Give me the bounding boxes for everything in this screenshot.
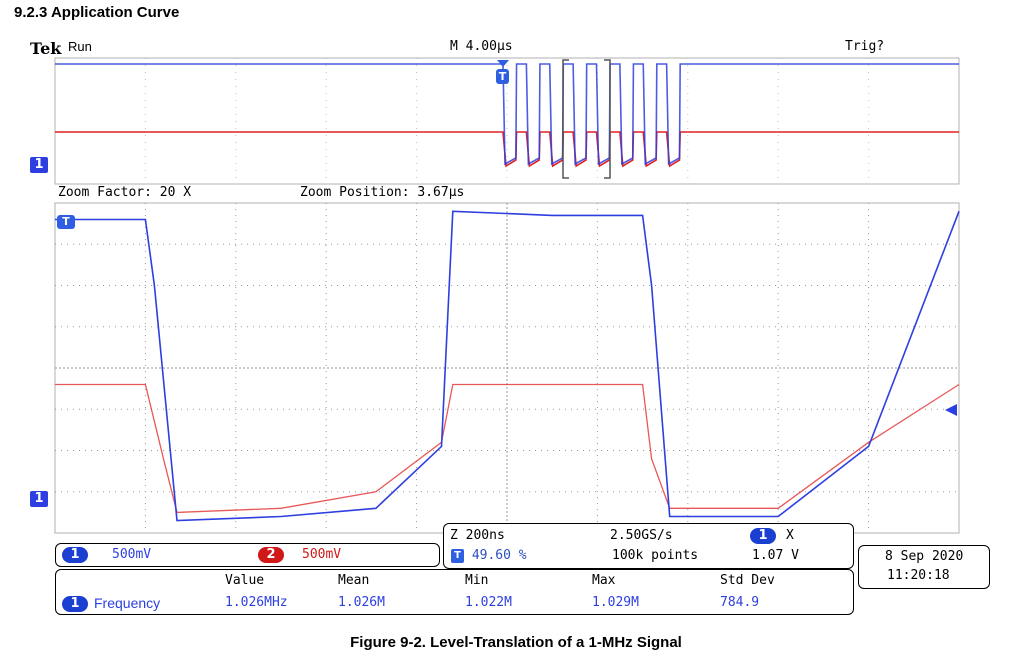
zoom-position: Zoom Position: 3.67µs [300, 185, 465, 200]
channel-scale-panel [55, 543, 440, 567]
meas-max: 1.029M [592, 595, 639, 610]
trigger-position: T 49.60 % [451, 548, 527, 563]
trigger-position-value: 49.60 % [471, 548, 527, 563]
overview-ch1-marker: 1 [30, 156, 48, 174]
meas-header-stddev: Std Dev [720, 573, 775, 588]
meas-header-min: Min [465, 573, 489, 588]
ch2-scale: 500mV [302, 547, 342, 562]
zoom-bracket-left [562, 59, 569, 179]
date-label: 8 Sep 2020 [885, 549, 964, 564]
overview-trigger-arrow [497, 60, 509, 67]
ch2-trace [55, 383, 960, 514]
meas-mean: 1.026M [338, 595, 385, 610]
zoom-factor: Zoom Factor: 20 X [58, 185, 192, 200]
ch2-badge: 2 [258, 546, 284, 564]
trig-level: 1.07 V [752, 548, 799, 563]
sample-rate: 2.50GS/s [610, 528, 673, 543]
acquisition-panel [443, 523, 854, 569]
zoom-time: Z 200ns [450, 528, 505, 543]
time-label: 11:20:18 [887, 568, 950, 583]
record-length: 100k points [612, 548, 699, 563]
zoom-trigger-marker: T [57, 213, 75, 231]
zoom-bracket-right [604, 59, 611, 179]
meas-stddev: 784.9 [720, 595, 760, 610]
zoom-waveform-plot [54, 202, 960, 534]
trigger-position-marker: T [496, 68, 509, 86]
overview-waveform [54, 57, 960, 185]
measurement-panel [55, 569, 854, 615]
ch1-scale: 500mV [112, 547, 152, 562]
meas-value: 1.026MHz [225, 595, 288, 610]
meas-min: 1.022M [465, 595, 512, 610]
overview-ch1-trace [55, 63, 959, 166]
trig-slope: X [786, 528, 794, 543]
meas-header-max: Max [592, 573, 616, 588]
tek-logo: Tek [30, 39, 62, 58]
figure-caption: Figure 9-2. Level-Translation of a 1-MHz… [350, 634, 682, 651]
section-title: 9.2.3 Application Curve [14, 4, 180, 21]
ch1-badge: 1 [62, 546, 88, 564]
meas-header-mean: Mean [338, 573, 370, 588]
meas-header-value: Value [225, 573, 265, 588]
datetime-panel [858, 545, 990, 589]
run-state: Run [68, 39, 92, 54]
trigger-status: Trig? [845, 39, 885, 54]
trig-source-badge: 1 [750, 527, 776, 545]
meas-name: Frequency [94, 595, 161, 611]
zoom-ch1-marker: 1 [30, 490, 48, 508]
meas-source-badge: 1 [62, 595, 88, 613]
ch2-level-arrow [945, 404, 957, 416]
timebase-label: M 4.00µs [450, 39, 513, 54]
ch1-trace [55, 210, 960, 522]
